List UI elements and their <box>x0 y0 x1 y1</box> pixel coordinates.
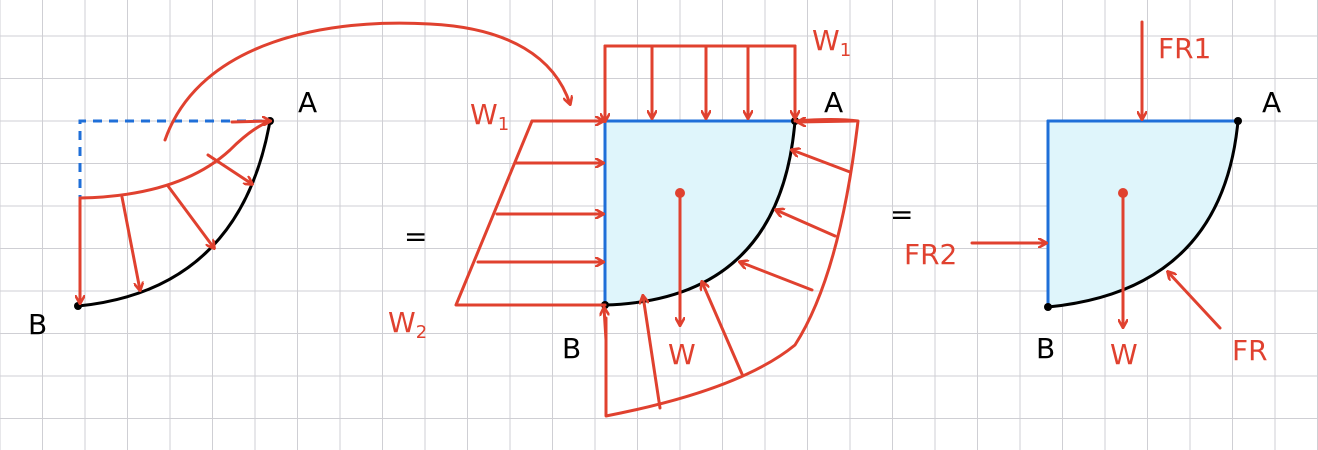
surface-pressure-arrow <box>740 262 814 292</box>
pressure-arrow <box>206 153 252 184</box>
surface-pressure-arrow <box>604 308 606 342</box>
pressure-arrow <box>166 184 214 248</box>
force-fr-arrow <box>1168 272 1222 330</box>
curved-surface-ab <box>76 119 272 308</box>
surface-pressure-arrow <box>792 150 852 174</box>
label-left-top-load: W1 <box>470 98 509 135</box>
label-point-a-3: A <box>1262 86 1281 119</box>
pressure-arrow <box>120 195 140 290</box>
label-force-fr: FR <box>1232 334 1268 367</box>
left-load-envelope <box>454 119 607 307</box>
transfer-arrow <box>163 21 570 142</box>
label-point-b-2: B <box>562 332 581 365</box>
label-point-a-1: A <box>298 86 317 119</box>
label-point-a-2: A <box>824 86 843 119</box>
surface-pressure-arrow <box>702 282 744 376</box>
fluid-block-fill <box>605 121 795 305</box>
surface-pressure-arrow <box>643 296 662 410</box>
panel-curved-surface-pressure: A B <box>28 21 570 341</box>
label-point-b-3: B <box>1036 332 1055 365</box>
point-a-marker <box>1234 117 1242 125</box>
label-force-fr2: FR2 <box>904 238 957 271</box>
label-weight-3: W <box>1110 338 1138 371</box>
equals-sign-2: = <box>890 198 913 231</box>
point-b-marker <box>1044 303 1052 311</box>
label-left-bottom-load: W2 <box>388 306 427 343</box>
pressure-envelope-curve <box>78 119 272 200</box>
surface-pressure-arrow <box>798 121 857 122</box>
curved-surface-ab <box>1046 119 1240 309</box>
label-force-fr1: FR1 <box>1158 32 1211 65</box>
surface-pressure-arrow <box>776 210 837 238</box>
label-point-b-1: B <box>28 308 47 341</box>
dashed-projection-outline <box>78 119 270 300</box>
label-top-load: W1 <box>812 24 851 61</box>
label-weight-2: W <box>668 338 696 371</box>
panel-resultant-forces: FR1 FR2 FR W A B <box>904 20 1281 371</box>
fluid-block-fill <box>1048 121 1238 307</box>
pressure-arrow <box>230 121 270 122</box>
panel-fluid-block-loads: W1 W1 W2 W A B <box>388 24 860 418</box>
equals-sign-1: = <box>404 220 427 253</box>
